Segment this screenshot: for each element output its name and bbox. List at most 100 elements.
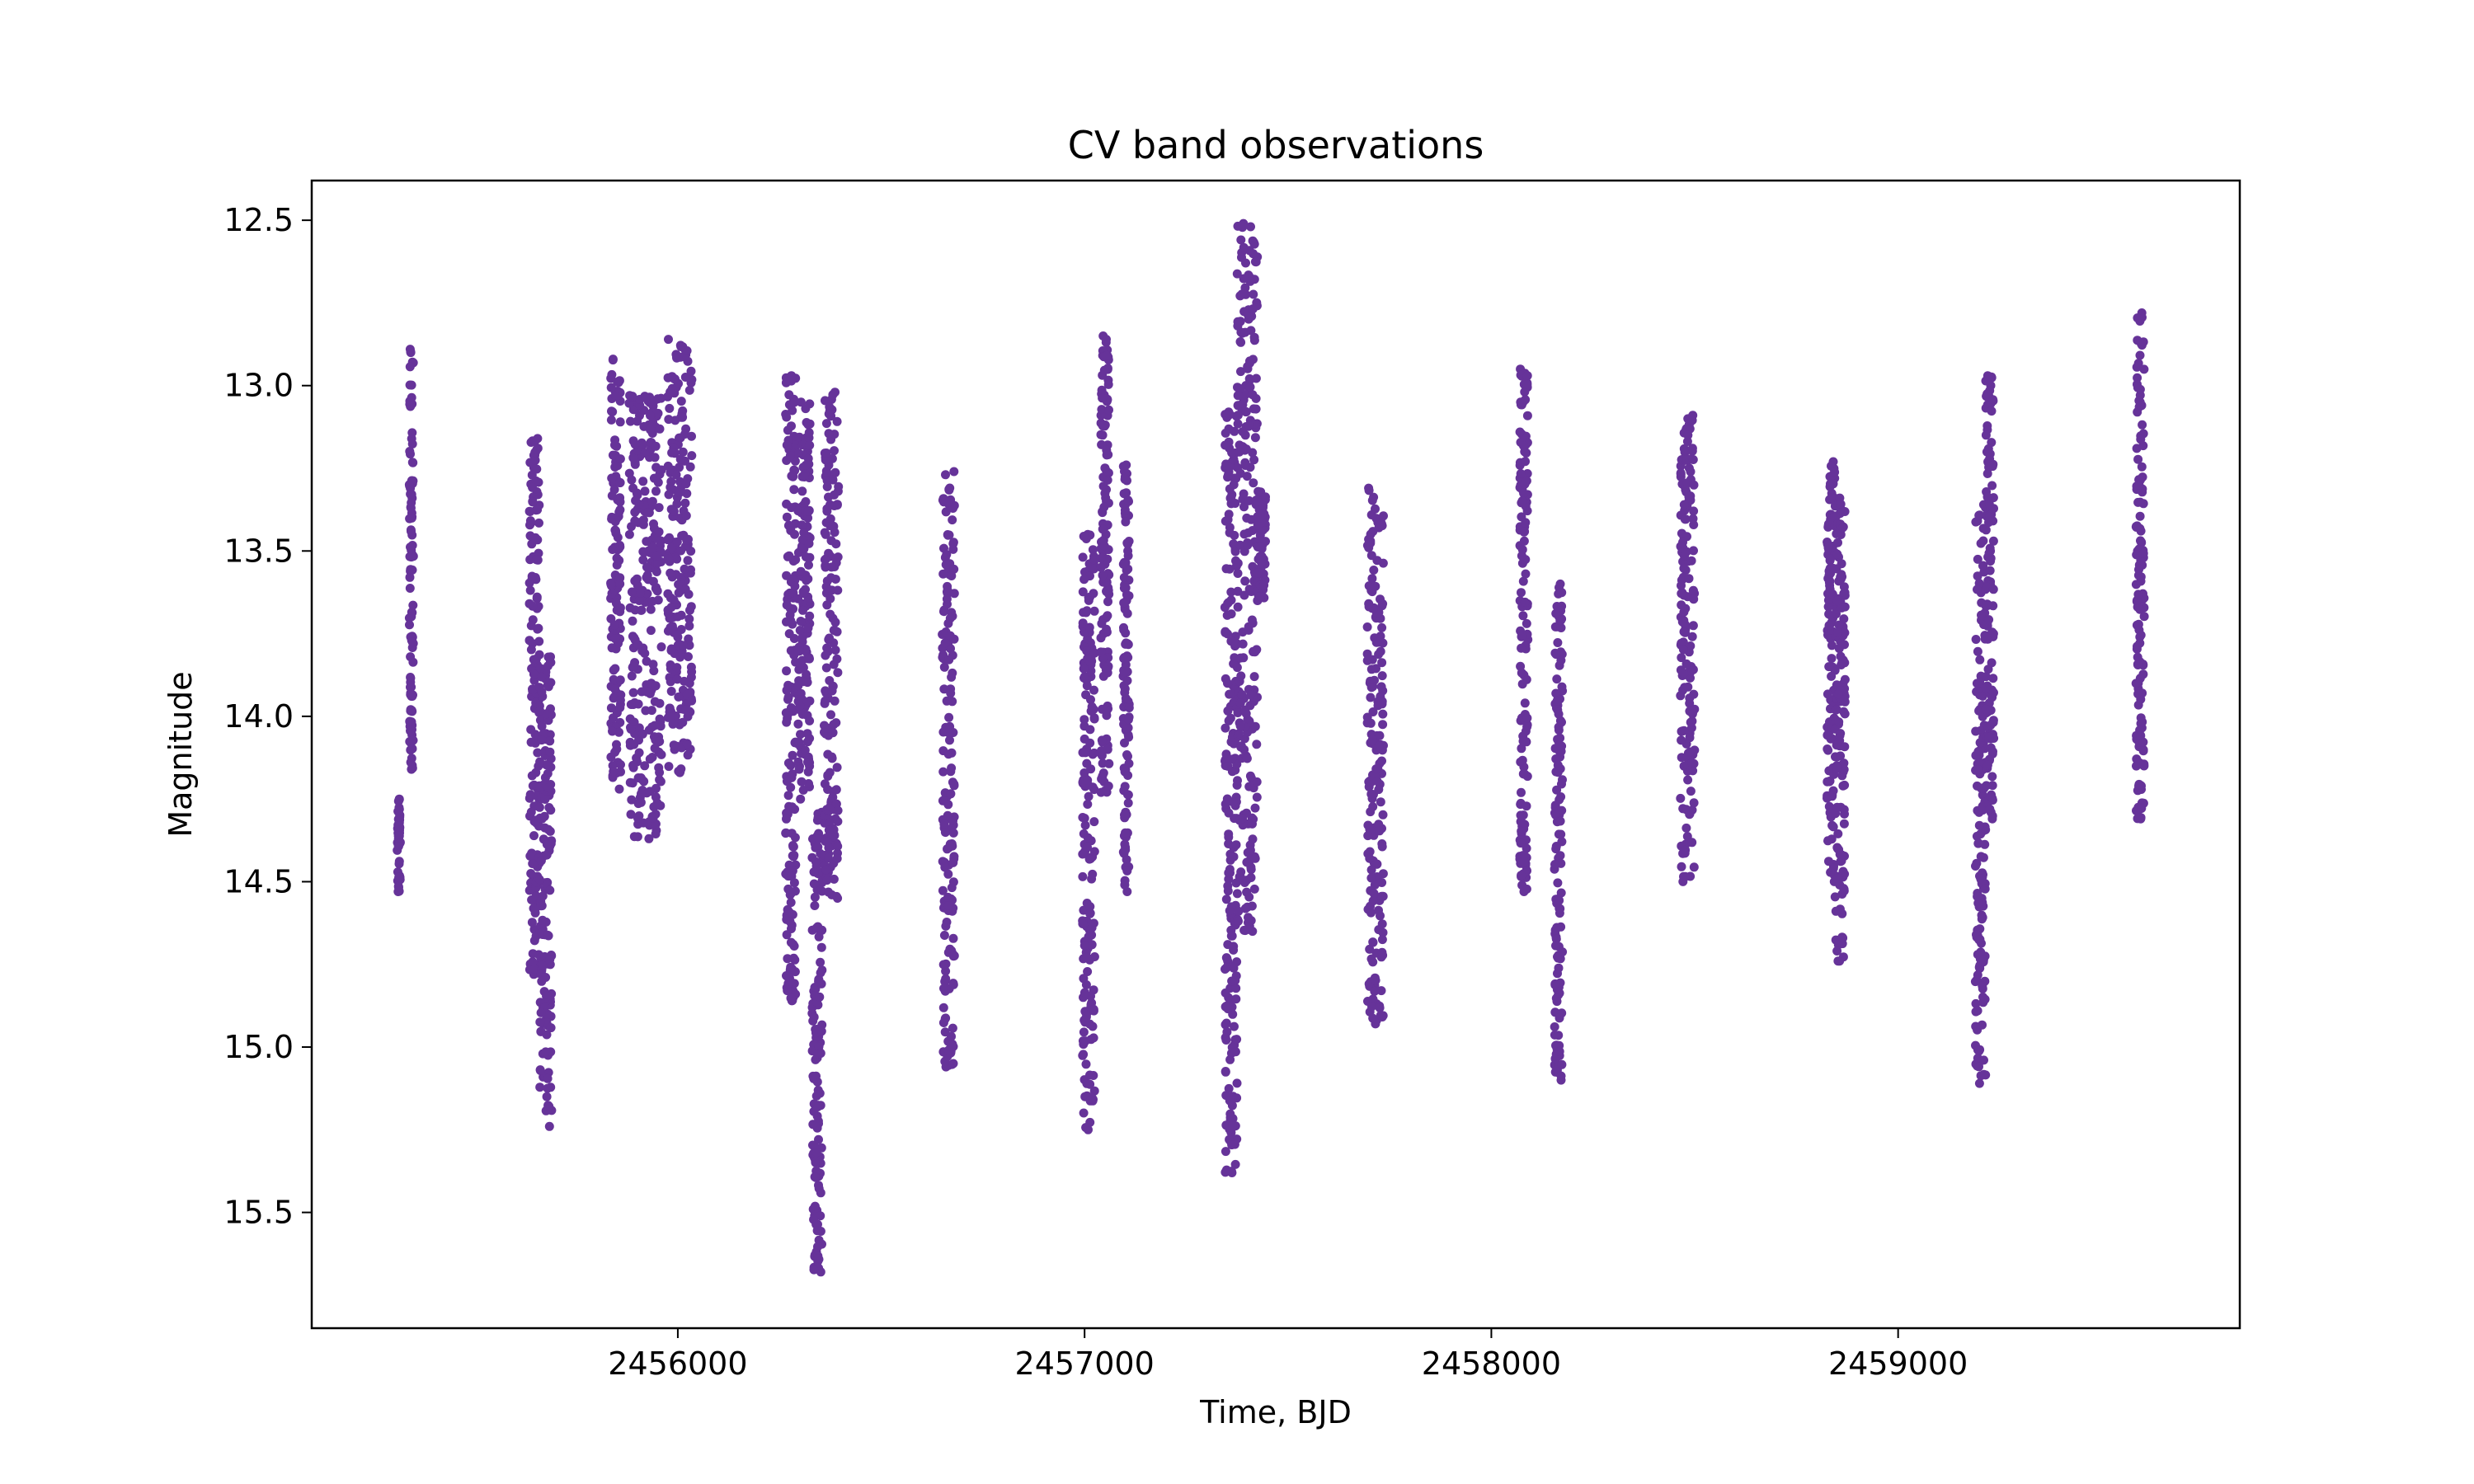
data-point <box>651 681 661 691</box>
data-point <box>664 490 674 500</box>
data-point <box>820 698 830 708</box>
data-point <box>625 777 635 787</box>
data-point <box>948 979 958 989</box>
data-point <box>1249 884 1259 894</box>
data-point <box>1097 618 1107 628</box>
data-point <box>2135 497 2145 507</box>
data-point <box>1517 679 1527 689</box>
data-point <box>1988 395 1998 405</box>
data-point <box>532 555 542 565</box>
data-point <box>1089 1033 1098 1043</box>
data-point <box>1253 520 1263 530</box>
data-point <box>1375 826 1385 836</box>
data-point <box>943 844 952 854</box>
data-point <box>1377 842 1387 852</box>
data-point <box>672 663 682 673</box>
data-point <box>667 372 677 382</box>
data-point <box>408 600 418 610</box>
data-point <box>406 503 416 513</box>
data-point <box>821 455 830 465</box>
data-point <box>788 750 797 760</box>
data-point <box>542 991 552 1001</box>
data-point <box>615 695 625 705</box>
data-point <box>655 424 665 434</box>
data-point <box>1233 463 1243 472</box>
data-point <box>1375 1003 1385 1012</box>
data-point <box>1079 988 1089 998</box>
data-point <box>1678 645 1688 655</box>
data-point <box>1985 512 1994 522</box>
x-tick-label: 2459000 <box>1828 1345 1968 1382</box>
data-point <box>1364 486 1374 495</box>
data-point <box>1230 1047 1240 1057</box>
data-point <box>832 853 842 863</box>
data-point <box>1515 427 1525 437</box>
data-point <box>1222 1027 1232 1037</box>
data-point <box>1554 1031 1564 1040</box>
data-point <box>1227 1140 1237 1150</box>
y-tick-label: 15.5 <box>223 1195 294 1231</box>
data-point <box>408 657 418 667</box>
data-point <box>1233 419 1243 429</box>
data-point <box>804 538 814 548</box>
data-point <box>645 787 655 796</box>
data-point <box>655 714 665 724</box>
data-point <box>406 449 415 459</box>
data-point <box>1123 715 1133 725</box>
data-point <box>790 833 800 843</box>
data-point <box>1973 764 1983 774</box>
data-point <box>1975 655 1985 665</box>
data-point <box>797 777 807 787</box>
data-point <box>1252 792 1262 802</box>
data-point <box>654 503 664 513</box>
data-point <box>830 646 840 655</box>
data-point <box>783 693 793 702</box>
data-point <box>1823 836 1832 846</box>
data-point <box>1088 782 1098 792</box>
data-point <box>1550 1022 1559 1031</box>
data-point <box>684 589 694 599</box>
data-point <box>1224 829 1234 839</box>
data-point <box>1677 589 1686 599</box>
data-point <box>394 821 404 831</box>
data-point <box>1221 1147 1230 1157</box>
data-point <box>610 684 620 694</box>
data-point <box>820 727 829 737</box>
data-point <box>530 533 540 542</box>
data-point <box>1121 828 1130 838</box>
data-point <box>822 504 832 514</box>
data-point <box>1377 756 1386 766</box>
data-point <box>1827 671 1837 681</box>
data-point <box>1678 538 1687 547</box>
data-point <box>1516 838 1526 848</box>
data-point <box>1229 945 1239 955</box>
data-point <box>544 1121 554 1131</box>
data-point <box>1552 674 1562 684</box>
data-point <box>1978 691 1987 701</box>
data-point <box>946 688 956 698</box>
data-point <box>1255 542 1265 552</box>
data-point <box>615 454 625 464</box>
data-point <box>945 735 954 745</box>
data-point <box>1823 745 1833 755</box>
data-point <box>1123 546 1133 556</box>
data-point <box>943 892 952 902</box>
data-point <box>655 736 665 746</box>
data-point <box>1244 495 1254 505</box>
data-point <box>1554 1013 1564 1023</box>
data-point <box>1823 793 1832 803</box>
data-point <box>609 693 618 703</box>
y-tick-label: 14.0 <box>223 698 294 735</box>
data-point <box>2136 730 2146 740</box>
data-point <box>1119 622 1128 632</box>
data-point <box>1240 576 1250 586</box>
data-point <box>615 702 625 712</box>
data-point <box>1685 809 1695 819</box>
data-point <box>793 697 803 707</box>
data-point <box>813 1242 822 1252</box>
data-point <box>1368 994 1378 1004</box>
data-point <box>1228 797 1238 807</box>
data-point <box>938 960 948 970</box>
data-point <box>1102 706 1112 716</box>
data-point <box>1250 433 1260 443</box>
